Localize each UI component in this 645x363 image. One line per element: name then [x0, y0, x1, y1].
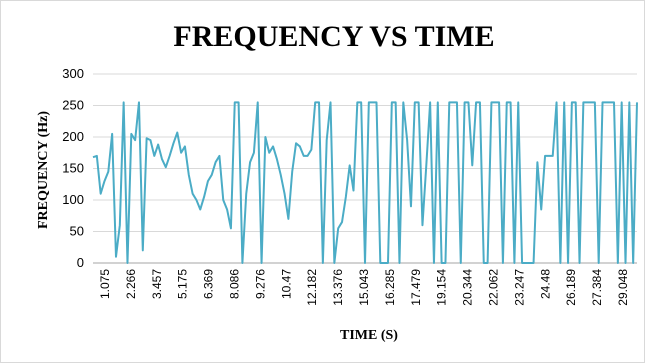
x-tick-label: 26.189 [564, 269, 578, 306]
x-tick-label: 12.182 [305, 269, 319, 306]
x-tick-label: 20.344 [461, 269, 475, 306]
x-tick-label: 5.175 [176, 269, 190, 299]
x-axis-label: TIME (S) [340, 328, 398, 343]
y-tick-label: 300 [62, 66, 84, 81]
frequency-series-line [92, 101, 638, 264]
x-tick-label: 23.247 [512, 269, 526, 306]
gridlines [93, 73, 637, 264]
x-tick-label: 1.075 [98, 269, 112, 299]
x-tick-label: 15.043 [357, 269, 371, 306]
x-tick-label: 8.086 [228, 269, 242, 299]
y-tick-label: 50 [70, 224, 84, 239]
series-layer [92, 101, 638, 264]
x-tick-label: 29.048 [616, 269, 630, 306]
chart-title: FREQUENCY VS TIME [173, 20, 494, 53]
x-tick-label: 10.47 [279, 269, 293, 299]
x-tick-labels: 1.075 2.266 3.457 5.175 6.369 8.086 9.276 10.47… [98, 269, 630, 306]
y-tick-label: 200 [62, 129, 84, 144]
x-tick-label: 19.154 [435, 269, 449, 306]
x-tick-label: 13.376 [331, 269, 345, 306]
x-tick-label: 3.457 [150, 269, 164, 299]
y-tick-label: 150 [62, 161, 84, 176]
y-tick-label: 0 [77, 255, 84, 270]
x-tick-label: 9.276 [253, 269, 267, 299]
y-axis-label: FREQUENCY (Hz) [36, 111, 51, 229]
y-tick-labels: 0 50 100 150 200 250 300 [62, 66, 84, 270]
x-tick-label: 16.285 [383, 269, 397, 306]
x-tick-label: 27.384 [590, 269, 604, 306]
x-tick-label: 17.479 [409, 269, 423, 306]
y-tick-label: 250 [62, 98, 84, 113]
x-tick-label: 2.266 [124, 269, 138, 299]
x-tick-label: 6.369 [202, 269, 216, 299]
x-tick-label: 24.48 [538, 269, 552, 299]
y-tick-label: 100 [62, 192, 84, 207]
x-tick-label: 22.062 [487, 269, 501, 306]
